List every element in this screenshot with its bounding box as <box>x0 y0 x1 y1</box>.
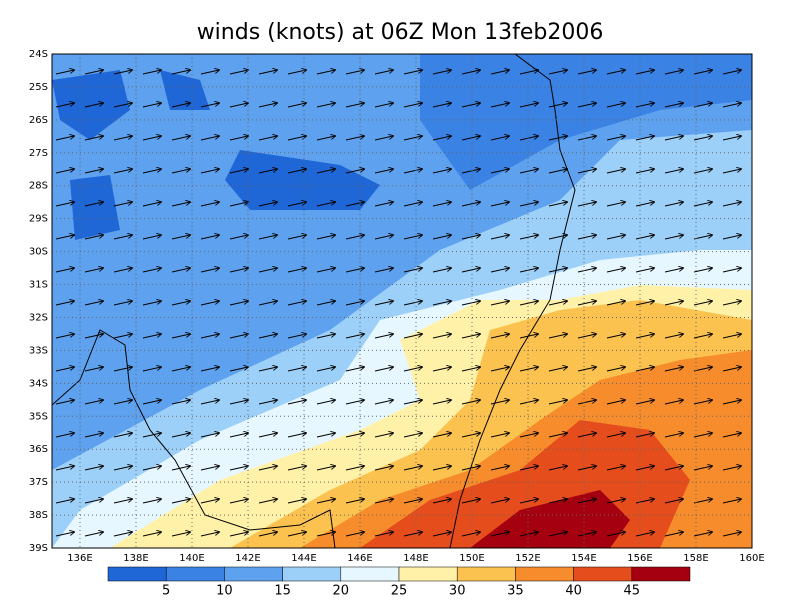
lon-label: 146E <box>347 553 372 564</box>
lat-label: 38S <box>29 510 48 521</box>
lat-label: 30S <box>29 247 48 258</box>
coastline-east <box>449 54 576 548</box>
colorbar-swatch <box>631 566 691 582</box>
lon-label: 150E <box>459 553 484 564</box>
colorbar-swatch <box>224 566 283 582</box>
map-frame <box>51 53 753 549</box>
lon-label: 138E <box>123 553 148 564</box>
wind-vectors <box>52 54 752 548</box>
colorbar-swatch <box>107 566 167 582</box>
lon-label: 136E <box>67 553 92 564</box>
graticule <box>52 54 752 548</box>
lat-label: 31S <box>29 280 48 291</box>
colorbar-label: 35 <box>507 584 524 599</box>
lat-label: 35S <box>29 411 48 422</box>
lon-label: 160E <box>739 553 764 564</box>
lat-label: 29S <box>29 214 48 225</box>
colorbar-swatch <box>456 566 516 582</box>
lon-label: 158E <box>683 553 708 564</box>
lat-label: 27S <box>29 148 48 159</box>
lat-label: 34S <box>29 378 48 389</box>
colorbar-label: 30 <box>449 584 466 599</box>
colorbar-label: 45 <box>624 584 641 599</box>
lat-label: 26S <box>29 115 48 126</box>
colorbar-swatch <box>515 566 574 582</box>
lon-label: 156E <box>627 553 652 564</box>
colorbar-label: 40 <box>565 584 582 599</box>
lon-label: 144E <box>291 553 316 564</box>
lat-label: 36S <box>29 444 48 455</box>
map-title: winds (knots) at 06Z Mon 13feb2006 <box>197 20 604 45</box>
lat-label: 37S <box>29 477 48 488</box>
lat-label: 28S <box>29 181 48 192</box>
colorbar-swatch <box>398 566 458 582</box>
colorbar-swatch <box>165 566 225 582</box>
lon-label: 154E <box>571 553 596 564</box>
lon-label: 152E <box>515 553 540 564</box>
lat-label: 32S <box>29 312 48 323</box>
lon-label: 140E <box>179 553 204 564</box>
colorbar: 5 10 15 20 25 30 35 40 45 <box>107 566 691 599</box>
colorbar-label: 10 <box>216 584 233 599</box>
lon-label: 142E <box>235 553 260 564</box>
colorbar-swatch <box>282 566 342 582</box>
colorbar-swatch <box>573 566 633 582</box>
lat-label: 25S <box>29 82 48 93</box>
wind-field <box>52 54 752 548</box>
lat-label: 24S <box>29 49 48 60</box>
colorbar-label: 5 <box>162 584 170 599</box>
colorbar-label: 20 <box>333 584 350 599</box>
lat-label: 33S <box>29 345 48 356</box>
colorbar-swatch <box>340 566 400 582</box>
lon-label: 148E <box>403 553 428 564</box>
lat-label: 39S <box>29 543 48 554</box>
colorbar-label: 15 <box>274 584 291 599</box>
colorbar-label: 25 <box>391 584 408 599</box>
coastline-south <box>52 329 336 548</box>
